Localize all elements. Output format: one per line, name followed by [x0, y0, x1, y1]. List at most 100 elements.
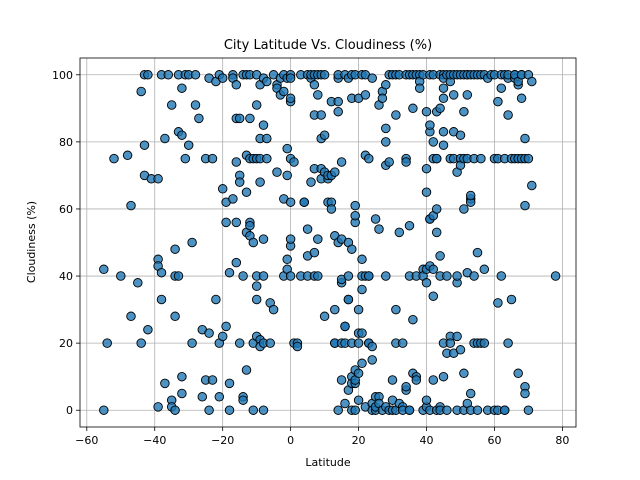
data-point	[394, 227, 405, 238]
data-point	[333, 405, 343, 415]
data-point	[231, 157, 242, 167]
data-point	[421, 163, 432, 174]
data-point	[503, 110, 513, 120]
y-tick-label: 0	[66, 404, 73, 417]
data-point	[452, 271, 462, 281]
data-point	[285, 73, 296, 83]
data-point	[126, 200, 136, 211]
data-point	[340, 398, 350, 409]
chart-title: City Latitude Vs. Cloudiness (%)	[224, 38, 432, 53]
y-axis-label: Cloudiness (%)	[25, 201, 38, 283]
data-point	[248, 405, 259, 415]
data-point	[527, 76, 537, 87]
data-point	[428, 375, 439, 385]
data-point	[177, 83, 187, 93]
data-point	[299, 197, 309, 207]
data-point	[465, 388, 476, 399]
data-point	[493, 96, 503, 107]
data-point	[343, 271, 354, 281]
data-point	[414, 83, 425, 93]
data-point	[503, 338, 513, 348]
data-point	[258, 234, 269, 244]
data-point	[143, 70, 153, 80]
y-tick-label: 20	[59, 337, 73, 350]
data-point	[285, 271, 296, 281]
data-point	[309, 247, 320, 258]
data-point	[438, 371, 449, 382]
data-point	[272, 167, 282, 177]
data-point	[241, 187, 252, 197]
data-point	[421, 395, 432, 405]
data-point	[391, 110, 401, 120]
data-point	[459, 204, 469, 214]
data-point	[527, 180, 537, 191]
data-point	[156, 294, 167, 305]
data-point	[187, 237, 197, 248]
y-tick-label: 100	[52, 69, 73, 82]
data-point	[496, 271, 507, 281]
data-point	[173, 271, 184, 281]
data-point	[228, 194, 238, 204]
data-point	[177, 388, 187, 399]
data-point	[262, 76, 272, 87]
data-point	[231, 257, 242, 268]
data-point	[190, 100, 201, 110]
data-point	[99, 264, 109, 275]
data-point	[170, 244, 180, 254]
data-point	[336, 375, 347, 385]
data-point	[357, 328, 367, 338]
data-point	[316, 110, 326, 120]
data-point	[136, 338, 146, 348]
data-point	[465, 190, 476, 201]
data-point	[214, 392, 225, 402]
data-point	[289, 157, 299, 167]
data-point	[381, 271, 391, 281]
data-point	[234, 177, 245, 187]
data-point	[285, 197, 296, 207]
x-tick-label: 80	[555, 434, 569, 447]
data-point	[550, 271, 561, 281]
data-point	[207, 375, 218, 385]
data-point	[224, 378, 235, 389]
data-point	[133, 278, 143, 288]
data-point	[421, 187, 432, 197]
x-tick-label: −60	[75, 434, 98, 447]
data-point	[262, 133, 272, 144]
x-tick-label: −40	[143, 434, 166, 447]
data-point	[245, 113, 255, 124]
data-point	[194, 113, 204, 124]
data-point	[408, 103, 418, 114]
data-point	[234, 338, 245, 348]
x-tick-label: −20	[211, 434, 234, 447]
data-point	[204, 405, 214, 415]
data-point	[143, 324, 153, 335]
data-point	[520, 200, 530, 211]
data-point	[435, 251, 445, 261]
data-point	[319, 311, 330, 322]
data-point	[438, 93, 449, 104]
data-point	[384, 157, 394, 167]
data-point	[217, 184, 228, 194]
data-point	[197, 392, 208, 402]
data-point	[231, 217, 242, 228]
data-point	[231, 80, 242, 90]
data-point	[513, 368, 523, 379]
data-point	[330, 167, 340, 177]
data-point	[313, 90, 323, 100]
data-point	[353, 304, 364, 315]
data-point	[279, 86, 289, 97]
data-point	[187, 338, 197, 348]
data-point	[493, 298, 503, 308]
data-point	[258, 120, 269, 130]
data-point	[408, 314, 418, 325]
data-point	[353, 368, 364, 379]
y-tick-label: 80	[59, 136, 73, 149]
data-point	[170, 311, 180, 322]
data-point	[313, 234, 323, 244]
data-point	[435, 103, 445, 114]
data-point	[387, 375, 398, 385]
data-point	[221, 321, 231, 332]
data-point	[333, 96, 343, 107]
data-point	[370, 214, 381, 224]
data-point	[224, 405, 235, 415]
